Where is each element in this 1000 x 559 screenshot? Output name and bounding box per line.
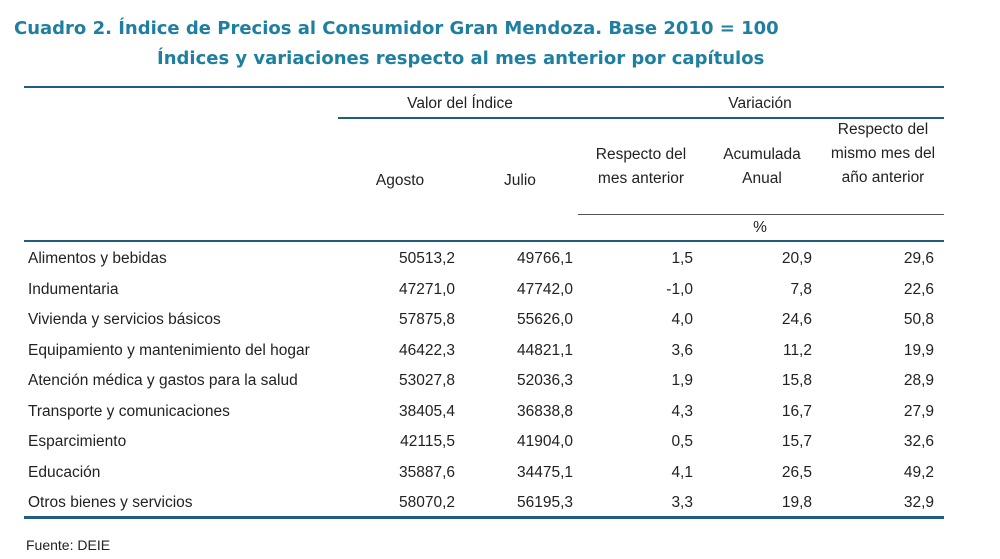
cell-mismo-mes: 22,6 (903, 280, 934, 298)
cell-julio: 47742,0 (516, 280, 573, 298)
cell-agosto: 35887,6 (398, 463, 455, 481)
cell-agosto: 47271,0 (398, 280, 455, 298)
cell-agosto: 58070,2 (398, 494, 455, 511)
row-label: Transporte y comunicaciones (28, 402, 230, 420)
col-header-mes-anterior: Respecto del mes anterior (595, 146, 687, 187)
cell-acumulada: 15,8 (781, 372, 812, 389)
cell-agosto: 50513,2 (398, 250, 455, 267)
row-label: Atención médica y gastos para la salud (28, 372, 298, 389)
cell-julio: 52036,3 (516, 372, 573, 389)
cell-mismo-mes: 32,6 (903, 433, 934, 450)
bottom-rule (24, 516, 944, 519)
cell-agosto: 46422,3 (398, 341, 455, 359)
row-label: Esparcimiento (28, 433, 127, 450)
row-label: Educación (28, 463, 101, 481)
cell-mismo-mes: 49,2 (903, 463, 934, 481)
group-rule (338, 117, 944, 119)
cell-mes-anterior: 4,0 (671, 311, 693, 328)
cell-mismo-mes: 28,9 (903, 372, 934, 389)
row-label: Vivienda y servicios básicos (28, 311, 221, 328)
header-bottom-rule (24, 240, 944, 242)
subheader-rule (578, 214, 944, 215)
col-header-mismo-mes: Respecto del mismo mes del año anterior (830, 121, 936, 186)
table-title-line1: Cuadro 2. Índice de Precios al Consumido… (14, 18, 779, 39)
cell-julio: 55626,0 (516, 311, 573, 328)
row-label: Equipamiento y mantenimiento del hogar (28, 341, 310, 359)
table-title-line2: Índices y variaciones respecto al mes an… (157, 48, 765, 69)
cell-acumulada: 11,2 (782, 341, 812, 359)
group-header-variation: Variación (728, 95, 792, 112)
cell-acumulada: 15,7 (781, 433, 812, 450)
group-header-index: Valor del Índice (407, 95, 513, 112)
cell-mismo-mes: 29,6 (903, 250, 934, 267)
cell-mismo-mes: 32,9 (903, 494, 934, 511)
col-header-julio: Julio (504, 172, 536, 189)
cell-mes-anterior: -1,0 (666, 280, 693, 298)
cell-agosto: 42115,5 (400, 433, 455, 450)
row-label: Indumentaria (28, 280, 119, 298)
row-label: Otros bienes y servicios (28, 494, 193, 511)
cell-acumulada: 16,7 (781, 402, 812, 420)
cell-mes-anterior: 4,3 (671, 402, 693, 420)
col-header-agosto: Agosto (375, 172, 425, 189)
cell-mes-anterior: 3,3 (671, 494, 693, 511)
cell-julio: 44821,1 (516, 341, 573, 359)
cell-agosto: 57875,8 (398, 311, 455, 328)
col-header-acumulada: Acumulada Anual (723, 146, 801, 187)
cell-mes-anterior: 1,5 (671, 250, 693, 267)
cell-acumulada: 20,9 (781, 250, 812, 267)
cell-julio: 49766,1 (516, 250, 573, 267)
row-label: Alimentos y bebidas (28, 250, 167, 267)
cell-mes-anterior: 4,1 (671, 463, 693, 481)
cell-mismo-mes: 27,9 (903, 402, 934, 420)
cell-julio: 41904,0 (516, 433, 573, 450)
cell-acumulada: 19,8 (781, 494, 812, 511)
cell-julio: 36838,8 (516, 402, 573, 420)
cell-acumulada: 7,8 (790, 280, 812, 298)
cell-julio: 34475,1 (516, 463, 573, 481)
cell-julio: 56195,3 (516, 494, 573, 511)
cell-acumulada: 26,5 (781, 463, 812, 481)
cell-mes-anterior: 0,5 (671, 433, 693, 450)
cell-mes-anterior: 3,6 (671, 341, 693, 359)
top-rule (24, 86, 944, 88)
cell-mes-anterior: 1,9 (671, 372, 693, 389)
unit-percent: % (753, 219, 767, 236)
cell-acumulada: 24,6 (781, 311, 812, 328)
cell-mismo-mes: 19,9 (903, 341, 934, 359)
cell-agosto: 38405,4 (398, 402, 455, 420)
source-note: Fuente: DEIE (26, 537, 111, 553)
cell-mismo-mes: 50,8 (903, 311, 934, 328)
cell-agosto: 53027,8 (398, 372, 455, 389)
